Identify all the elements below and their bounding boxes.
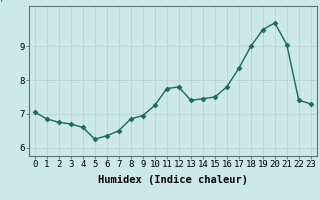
Text: 27: 27 bbox=[0, 0, 5, 4]
X-axis label: Humidex (Indice chaleur): Humidex (Indice chaleur) bbox=[98, 175, 248, 185]
